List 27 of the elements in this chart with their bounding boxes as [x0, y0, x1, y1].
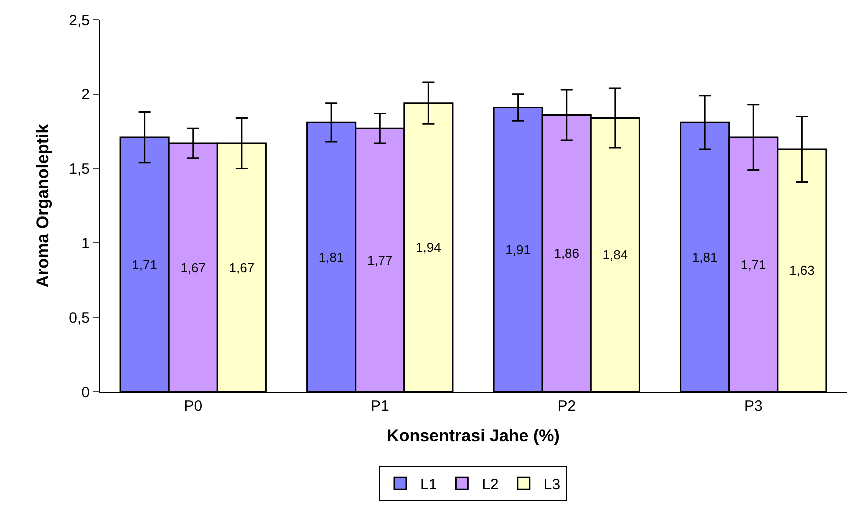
y-tick-label: 0 — [82, 384, 90, 402]
y-tick-label: 2 — [82, 86, 90, 104]
data-label: 1,67 — [180, 260, 206, 276]
data-label: 1,77 — [367, 252, 393, 268]
x-tick-label: P0 — [184, 398, 203, 415]
y-tick-label: 1 — [82, 235, 90, 252]
y-tick-label: 0,5 — [69, 310, 90, 327]
x-axis-title: Konsentrasi Jahe (%) — [387, 426, 560, 446]
legend-label: L3 — [544, 476, 561, 494]
data-label: 1,91 — [506, 242, 531, 258]
data-label: 1,67 — [229, 260, 255, 276]
data-label: 1,81 — [692, 250, 718, 265]
x-tick-label: P3 — [744, 398, 763, 415]
data-label: 1,84 — [602, 248, 628, 263]
data-label: 1,71 — [740, 257, 766, 272]
data-label: 1,63 — [790, 263, 815, 278]
data-label: 1,71 — [132, 257, 158, 272]
x-tick-label: P2 — [558, 398, 576, 415]
data-label: 1,94 — [416, 240, 442, 256]
legend-label: L2 — [482, 476, 499, 494]
y-tick-label: 1,5 — [69, 161, 90, 178]
y-axis-title: Aroma Organoleptik — [34, 124, 53, 288]
y-tick-label: 2,5 — [69, 12, 90, 30]
x-tick-label: P1 — [370, 398, 390, 415]
legend-label: L1 — [420, 476, 438, 494]
data-label: 1,86 — [554, 246, 580, 262]
data-label: 1,81 — [318, 250, 344, 265]
